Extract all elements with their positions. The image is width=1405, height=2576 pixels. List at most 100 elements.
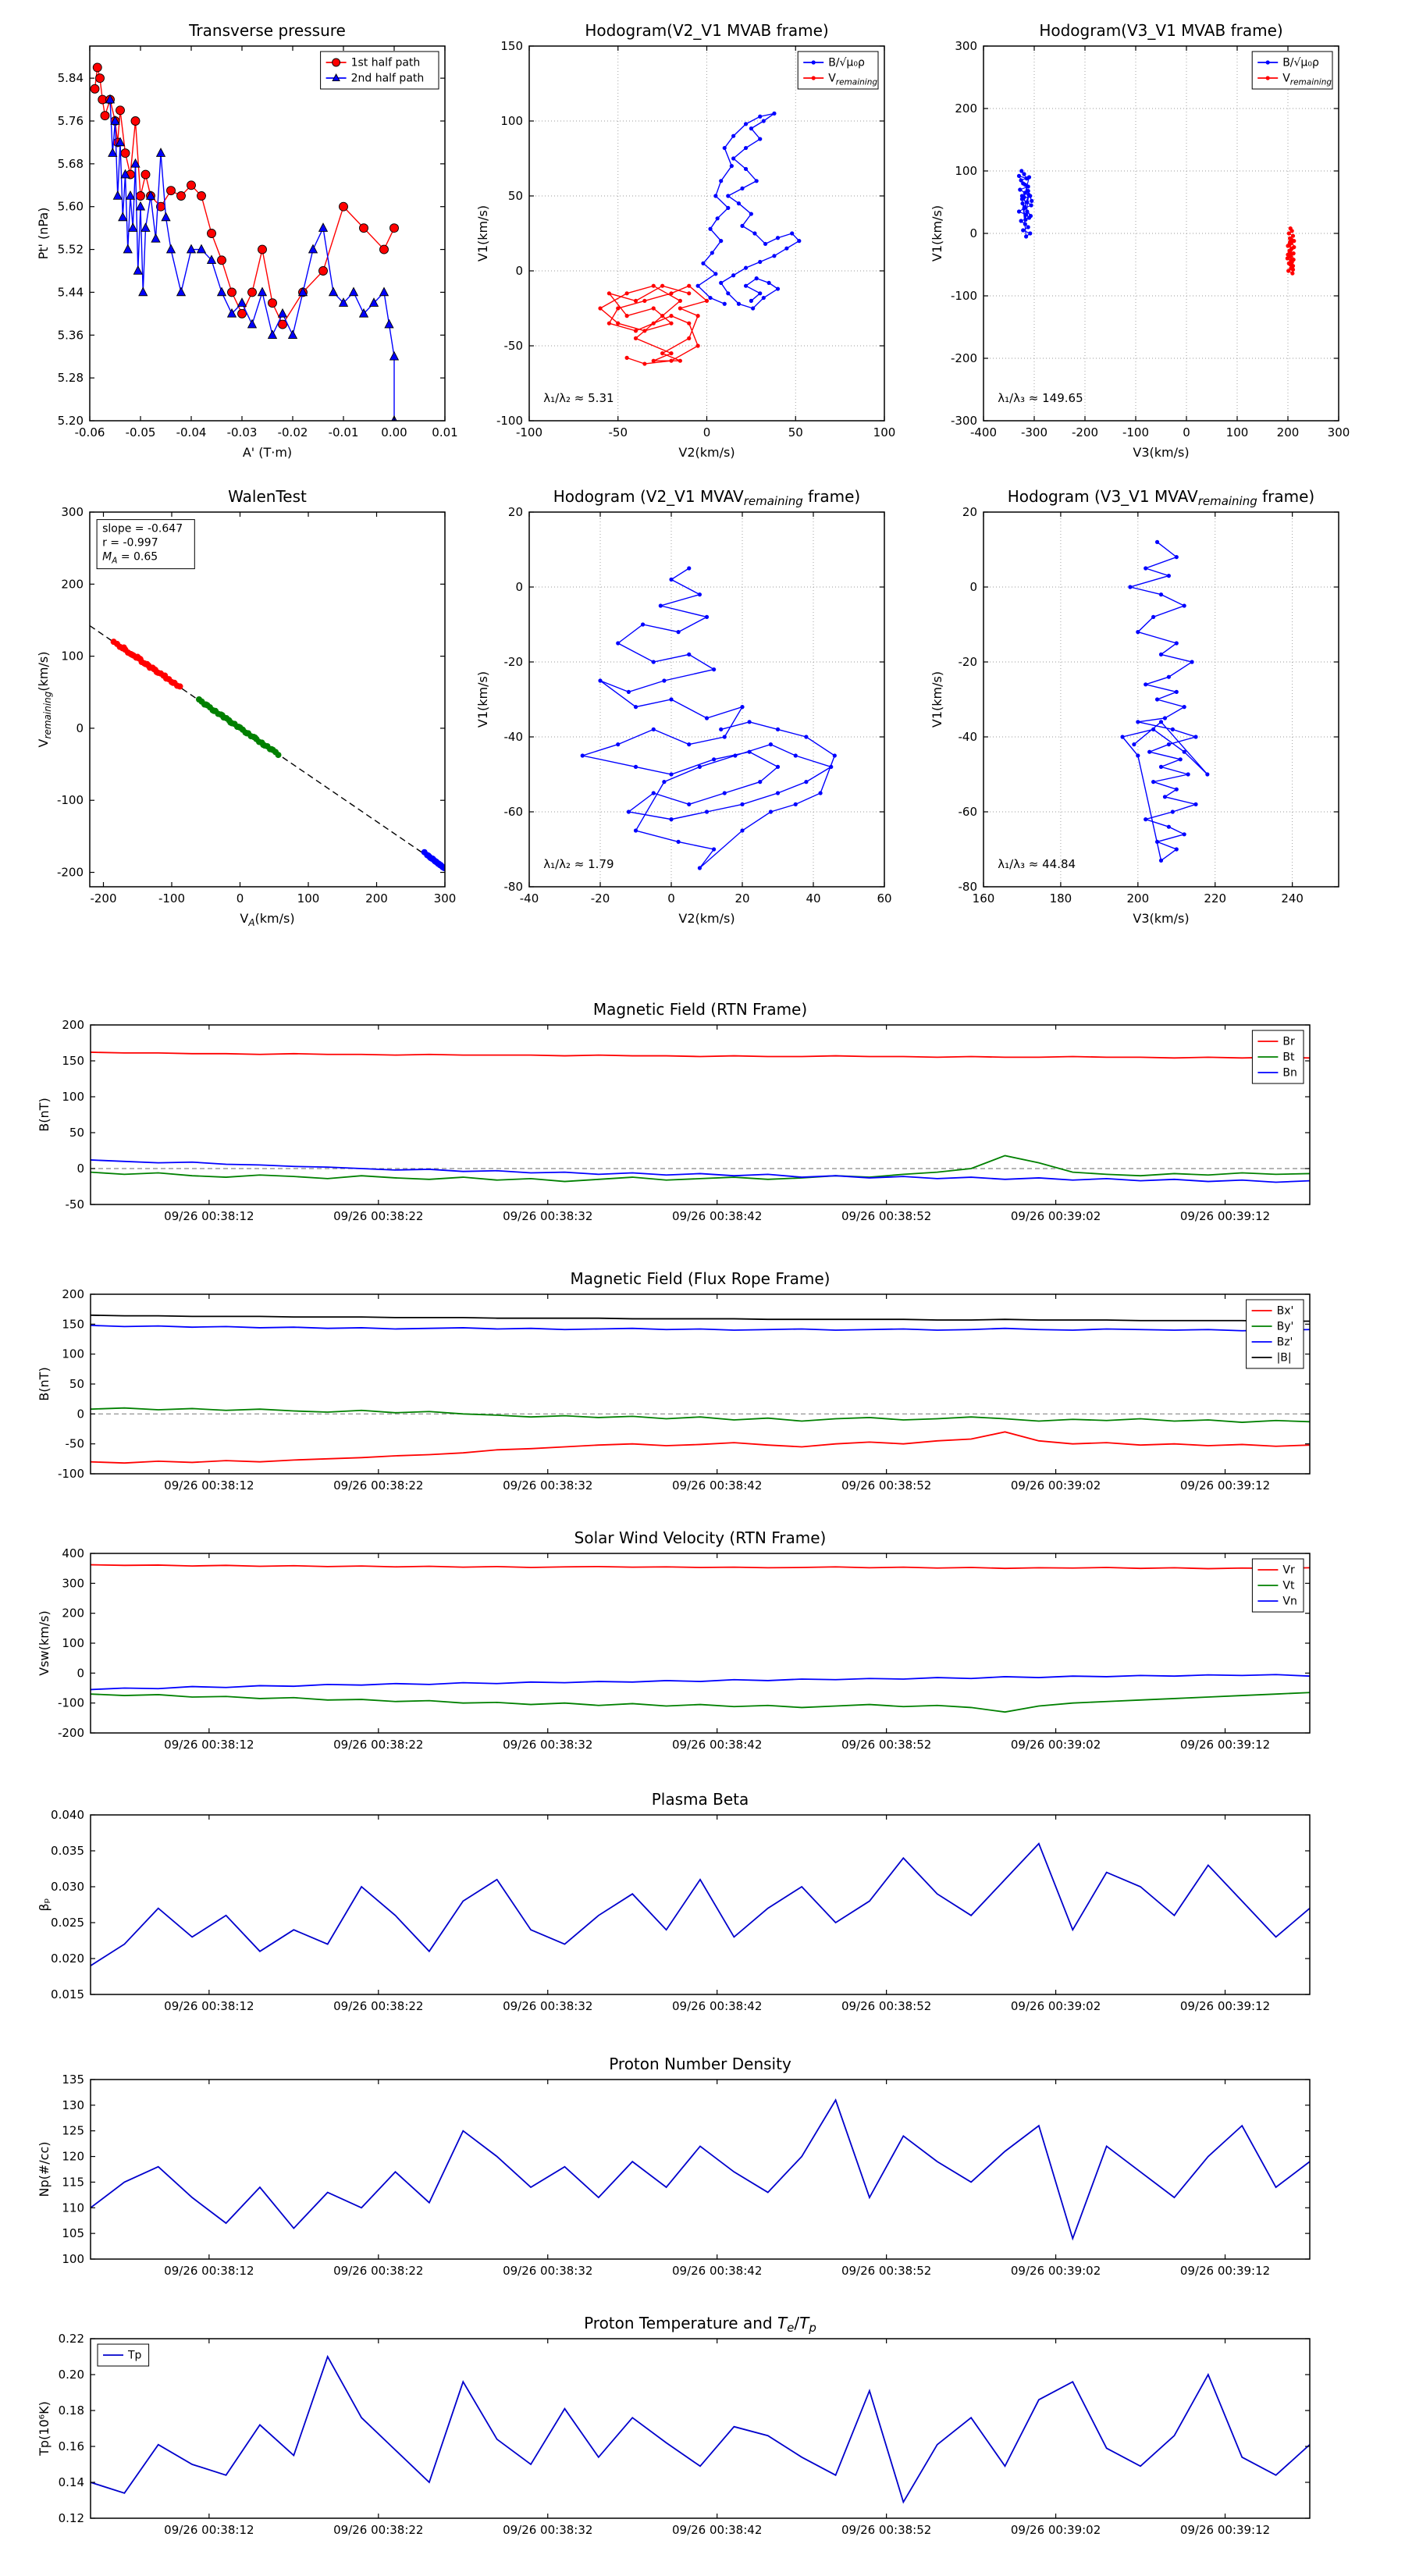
svg-text:09/26 00:38:42: 09/26 00:38:42 <box>672 1738 762 1752</box>
svg-text:160: 160 <box>973 891 995 906</box>
svg-text:300: 300 <box>62 1576 84 1590</box>
svg-text:-60: -60 <box>504 805 524 819</box>
svg-text:λ₁/λ₂ ≈ 1.79: λ₁/λ₂ ≈ 1.79 <box>543 857 614 871</box>
svg-text:0.01: 0.01 <box>432 425 457 439</box>
svg-text:0.12: 0.12 <box>59 2511 84 2525</box>
svg-text:0: 0 <box>76 1407 84 1421</box>
svg-text:-80: -80 <box>504 880 524 894</box>
svg-text:Bx': Bx' <box>1277 1305 1294 1318</box>
svg-text:20: 20 <box>508 505 523 519</box>
svg-text:|B|: |B| <box>1277 1352 1292 1364</box>
svg-text:50: 50 <box>69 1377 84 1391</box>
svg-text:09/26 00:38:12: 09/26 00:38:12 <box>164 1738 254 1752</box>
svg-text:09/26 00:38:12: 09/26 00:38:12 <box>164 1478 254 1493</box>
magnetic-field-flux-rope-chart: 09/26 00:38:12 09/26 00:38:22 09/26 00:38:… <box>28 1261 1378 1511</box>
svg-text:09/26 00:39:02: 09/26 00:39:02 <box>1011 1999 1101 2013</box>
svg-text:100: 100 <box>62 1636 84 1650</box>
svg-text:Transverse pressure: Transverse pressure <box>188 21 346 40</box>
svg-text:5.68: 5.68 <box>58 157 84 171</box>
svg-text:-40: -40 <box>959 730 978 744</box>
svg-text:-100: -100 <box>951 289 977 303</box>
svg-text:09/26 00:38:32: 09/26 00:38:32 <box>503 1999 592 2013</box>
svg-text:-50: -50 <box>504 339 524 353</box>
svg-text:200: 200 <box>1277 425 1300 439</box>
svg-text:135: 135 <box>62 2073 84 2087</box>
svg-text:Vsw(km/s): Vsw(km/s) <box>37 1610 52 1675</box>
svg-text:1st half path: 1st half path <box>351 57 421 69</box>
svg-text:0.14: 0.14 <box>59 2475 84 2489</box>
svg-text:0: 0 <box>703 425 711 439</box>
svg-text:09/26 00:39:02: 09/26 00:39:02 <box>1011 1209 1101 1223</box>
svg-text:-300: -300 <box>951 414 977 428</box>
svg-text:400: 400 <box>62 1546 84 1560</box>
svg-text:-100: -100 <box>1122 425 1149 439</box>
svg-text:09/26 00:38:52: 09/26 00:38:52 <box>841 2264 931 2278</box>
svg-text:Hodogram(V3_V1 MVAB frame): Hodogram(V3_V1 MVAB frame) <box>1039 21 1282 40</box>
svg-text:0.00: 0.00 <box>381 425 407 439</box>
svg-text:09/26 00:38:32: 09/26 00:38:32 <box>503 1738 592 1752</box>
svg-text:100: 100 <box>61 649 84 664</box>
svg-text:Hodogram (V3_V1 MVAVremaining: Hodogram (V3_V1 MVAVremaining frame) <box>1008 487 1314 508</box>
svg-text:5.76: 5.76 <box>58 114 84 128</box>
svg-text:-50: -50 <box>66 1437 85 1451</box>
svg-text:-50: -50 <box>66 1197 85 1212</box>
svg-text:200: 200 <box>955 101 977 116</box>
svg-text:-0.05: -0.05 <box>126 425 156 439</box>
svg-text:105: 105 <box>62 2226 84 2240</box>
svg-text:Br: Br <box>1282 1036 1295 1048</box>
svg-text:5.84: 5.84 <box>58 71 84 85</box>
svg-text:λ₁/λ₂ ≈ 5.31: λ₁/λ₂ ≈ 5.31 <box>543 391 614 405</box>
svg-text:110: 110 <box>62 2201 84 2215</box>
proton-temperature-chart: 09/26 00:38:12 09/26 00:38:22 09/26 00:38:… <box>28 2306 1378 2556</box>
svg-text:09/26 00:39:12: 09/26 00:39:12 <box>1180 1999 1270 2013</box>
svg-text:0: 0 <box>515 264 523 278</box>
svg-text:09/26 00:38:32: 09/26 00:38:32 <box>503 2264 592 2278</box>
svg-text:09/26 00:39:02: 09/26 00:39:02 <box>1011 1738 1101 1752</box>
svg-text:09/26 00:38:42: 09/26 00:38:42 <box>672 1478 762 1493</box>
svg-text:Magnetic Field (RTN Frame): Magnetic Field (RTN Frame) <box>593 1000 807 1019</box>
svg-text:50: 50 <box>788 425 803 439</box>
svg-text:-100: -100 <box>516 425 542 439</box>
svg-text:Tp(10⁶K): Tp(10⁶K) <box>37 2401 52 2457</box>
svg-text:09/26 00:38:32: 09/26 00:38:32 <box>503 1478 592 1493</box>
svg-text:V1(km/s): V1(km/s) <box>475 671 490 728</box>
svg-text:09/26 00:39:02: 09/26 00:39:02 <box>1011 2264 1101 2278</box>
svg-text:Hodogram (V2_V1 MVAVremaining: Hodogram (V2_V1 MVAVremaining frame) <box>553 487 860 508</box>
svg-text:09/26 00:38:42: 09/26 00:38:42 <box>672 2264 762 2278</box>
svg-text:By': By' <box>1277 1321 1294 1333</box>
svg-text:Proton Temperature and Te/Tp: Proton Temperature and Te/Tp <box>584 2314 816 2335</box>
svg-text:0.22: 0.22 <box>59 2332 84 2346</box>
svg-text:09/26 00:39:02: 09/26 00:39:02 <box>1011 1478 1101 1493</box>
svg-text:-50: -50 <box>609 425 628 439</box>
svg-text:-0.06: -0.06 <box>75 425 105 439</box>
svg-text:-20: -20 <box>591 891 610 906</box>
svg-text:slope = -0.647: slope = -0.647 <box>102 523 183 535</box>
svg-text:09/26 00:38:12: 09/26 00:38:12 <box>164 2523 254 2537</box>
svg-text:220: 220 <box>1204 891 1226 906</box>
svg-text:09/26 00:38:22: 09/26 00:38:22 <box>333 2264 423 2278</box>
svg-text:-100: -100 <box>58 1467 84 1481</box>
hodogram-v3v1-mvab-chart: -400 -300 -200 -100 0 100 200 300 -300 -200 -100 0 1… <box>917 7 1358 475</box>
svg-text:5.60: 5.60 <box>58 200 84 214</box>
svg-text:300: 300 <box>1328 425 1350 439</box>
svg-text:V3(km/s): V3(km/s) <box>1133 445 1189 460</box>
svg-text:200: 200 <box>62 1606 84 1621</box>
svg-text:-300: -300 <box>1021 425 1048 439</box>
svg-text:100: 100 <box>62 1090 84 1104</box>
svg-text:-0.03: -0.03 <box>227 425 258 439</box>
svg-text:300: 300 <box>61 505 84 519</box>
svg-text:-200: -200 <box>57 866 84 880</box>
svg-text:115: 115 <box>62 2175 84 2189</box>
svg-text:180: 180 <box>1050 891 1072 906</box>
svg-text:Bn: Bn <box>1282 1067 1297 1080</box>
svg-text:-400: -400 <box>970 425 997 439</box>
svg-text:50: 50 <box>508 189 523 203</box>
svg-text:Proton Number Density: Proton Number Density <box>609 2055 791 2073</box>
svg-text:125: 125 <box>62 2124 84 2138</box>
svg-text:-0.04: -0.04 <box>176 425 207 439</box>
svg-text:09/26 00:38:22: 09/26 00:38:22 <box>333 1999 423 2013</box>
svg-text:09/26 00:38:22: 09/26 00:38:22 <box>333 1209 423 1223</box>
svg-text:-20: -20 <box>959 655 978 669</box>
svg-text:Vr: Vr <box>1282 1564 1295 1577</box>
